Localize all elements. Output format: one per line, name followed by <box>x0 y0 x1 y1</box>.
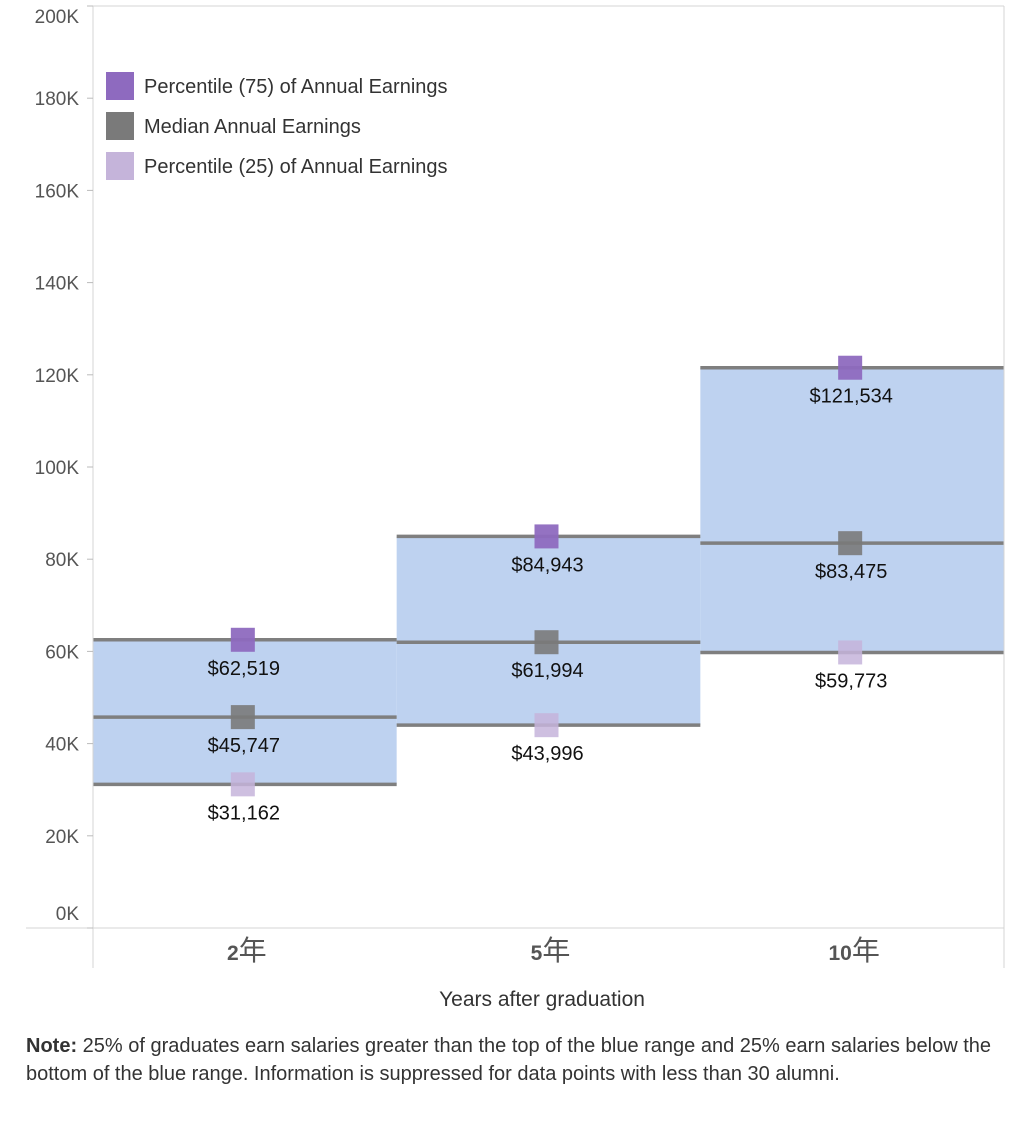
x-tick-number: 2 <box>227 942 239 965</box>
data-label: $83,475 <box>815 561 887 583</box>
legend-label: Median Annual Earnings <box>144 116 361 138</box>
range-box <box>700 367 1004 653</box>
x-axis-title: Years after graduation <box>439 988 645 1011</box>
data-labels: $62,519 $45,747 $31,162 $84,943 $61,994 $43,9… <box>208 386 893 825</box>
data-label: $121,534 <box>809 386 892 408</box>
data-marker <box>534 713 559 738</box>
y-tick-label: 140K <box>35 274 80 295</box>
data-label: $45,747 <box>208 735 280 757</box>
y-tick-label: 60K <box>45 642 79 663</box>
data-label: $43,996 <box>511 743 583 765</box>
data-marker <box>230 705 255 730</box>
legend-swatch <box>106 112 134 140</box>
legend-label: Percentile (25) of Annual Earnings <box>144 156 448 178</box>
data-label: $31,162 <box>208 802 280 824</box>
y-tick-label: 160K <box>35 181 80 202</box>
x-tick-label: 5年 <box>531 935 571 966</box>
axes: 0K20K40K60K80K100K120K140K160K180K200K2年… <box>26 5 1005 968</box>
legend-swatch <box>106 72 134 100</box>
x-tick-number: 5 <box>531 942 543 965</box>
y-tick-label: 100K <box>35 458 80 479</box>
data-marker <box>230 772 255 797</box>
note-text: 25% of graduates earn salaries greater t… <box>26 1035 992 1085</box>
y-tick-label: 180K <box>35 89 80 110</box>
y-tick-label: 200K <box>35 7 80 28</box>
x-tick-suffix: 年 <box>542 935 570 966</box>
x-tick-label: 10年 <box>828 935 879 966</box>
x-tick-number: 10 <box>828 942 851 965</box>
y-tick-label: 20K <box>45 827 79 848</box>
legend-label: Percentile (75) of Annual Earnings <box>144 76 448 98</box>
y-tick-label: 120K <box>35 366 80 387</box>
earnings-chart: 0K20K40K60K80K100K120K140K160K180K200K2年… <box>26 5 1005 1011</box>
data-marker <box>838 531 863 556</box>
data-label: $59,773 <box>815 670 887 692</box>
data-label: $84,943 <box>511 554 583 576</box>
data-marker <box>230 627 255 652</box>
data-marker <box>838 355 863 380</box>
x-tick-label: 2年 <box>227 935 267 966</box>
footnote: Note: 25% of graduates earn salaries gre… <box>26 1032 1001 1088</box>
data-marker <box>534 630 559 655</box>
data-label: $61,994 <box>511 660 583 682</box>
y-tick-label: 0K <box>56 904 80 925</box>
data-marker <box>838 640 863 665</box>
x-tick-suffix: 年 <box>852 935 880 966</box>
legend: Percentile (75) of Annual Earnings Median… <box>106 72 448 180</box>
x-tick-suffix: 年 <box>239 935 267 966</box>
data-marker <box>534 524 559 549</box>
y-tick-label: 80K <box>45 550 79 571</box>
note-label: Note: <box>26 1035 78 1057</box>
data-label: $62,519 <box>208 658 280 680</box>
data-markers <box>230 355 863 797</box>
legend-swatch <box>106 152 134 180</box>
y-tick-label: 40K <box>45 735 79 756</box>
